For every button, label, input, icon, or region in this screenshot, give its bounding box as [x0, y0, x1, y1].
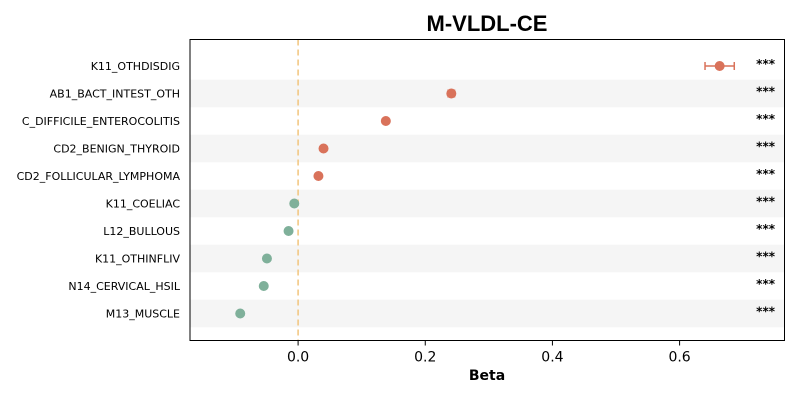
- beta-point: [318, 143, 329, 154]
- row-stripe: [190, 244, 785, 273]
- significance-marker: ***: [756, 277, 776, 291]
- x-tick-label: 0.0: [287, 350, 309, 366]
- category-label: L12_BULLOUS: [103, 225, 180, 238]
- significance-marker: ***: [756, 305, 776, 319]
- chart-title: M-VLDL-CE: [427, 11, 548, 36]
- category-label: CD2_BENIGN_THYROID: [53, 143, 180, 156]
- beta-point: [235, 308, 246, 319]
- row-stripe: [190, 299, 785, 328]
- beta-point: [446, 88, 457, 99]
- beta-point: [313, 171, 324, 181]
- row-stripe: [190, 134, 785, 163]
- category-label: N14_CERVICAL_HSIL: [68, 280, 180, 293]
- category-label: M13_MUSCLE: [106, 308, 180, 321]
- significance-marker: ***: [756, 85, 776, 99]
- x-tick-label: 0.6: [668, 350, 690, 366]
- significance-marker: ***: [756, 195, 776, 209]
- significance-marker: ***: [756, 140, 776, 154]
- category-label: AB1_BACT_INTEST_OTH: [50, 88, 180, 101]
- x-tick-label: 0.4: [541, 350, 563, 366]
- significance-marker: ***: [756, 222, 776, 236]
- beta-point: [261, 253, 272, 264]
- beta-point: [283, 226, 294, 236]
- significance-marker: ***: [756, 112, 776, 126]
- beta-point: [380, 116, 391, 126]
- x-tick-label: 0.2: [414, 350, 436, 366]
- beta-point: [714, 61, 725, 71]
- category-label: K11_OTHDISDIG: [91, 60, 180, 73]
- significance-marker: ***: [756, 57, 776, 71]
- category-label: CD2_FOLLICULAR_LYMPHOMA: [17, 170, 181, 183]
- category-label: K11_COELIAC: [106, 198, 181, 211]
- plot-frame: [189, 39, 785, 341]
- row-stripe: [190, 189, 785, 218]
- category-label: C_DIFFICILE_ENTEROCOLITIS: [22, 115, 180, 128]
- beta-point: [289, 198, 300, 209]
- category-label: K11_OTHINFLIV: [95, 253, 181, 266]
- significance-marker: ***: [756, 250, 776, 264]
- significance-marker: ***: [756, 167, 776, 181]
- beta-point: [258, 281, 269, 291]
- x-axis-label: Beta: [469, 368, 505, 384]
- row-stripe: [190, 79, 785, 108]
